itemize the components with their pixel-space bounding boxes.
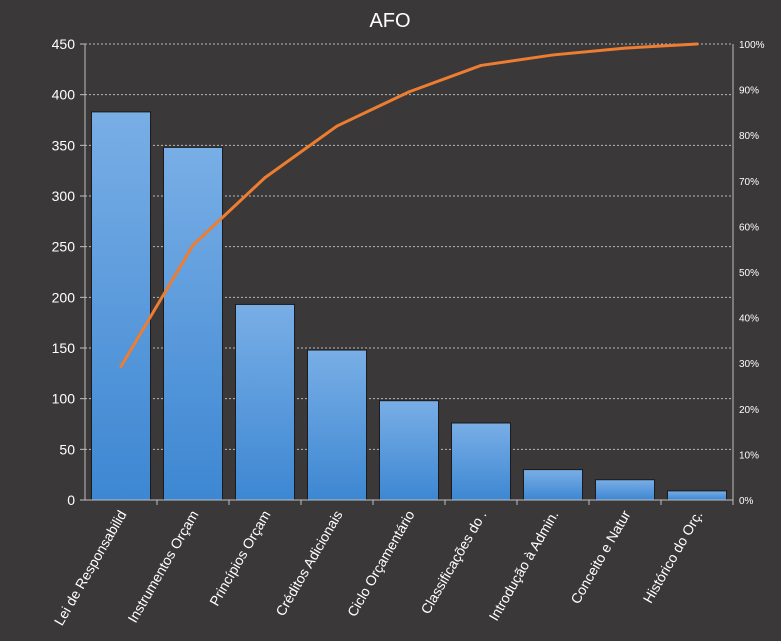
chart-title: AFO bbox=[369, 10, 410, 32]
line-point bbox=[407, 90, 411, 94]
bar bbox=[234, 303, 296, 501]
y2-tick-label: 60% bbox=[739, 222, 759, 233]
y-tick-label: 250 bbox=[52, 239, 76, 255]
bar bbox=[450, 422, 512, 501]
y-tick-label: 50 bbox=[59, 441, 75, 457]
y2-tick-label: 10% bbox=[739, 450, 759, 461]
y2-tick-label: 90% bbox=[739, 86, 759, 97]
bars bbox=[90, 111, 728, 501]
bar bbox=[666, 490, 728, 501]
y-tick-label: 100 bbox=[52, 391, 76, 407]
line-point bbox=[191, 243, 195, 247]
y-tick-label: 300 bbox=[52, 188, 76, 204]
y-tick-label: 150 bbox=[52, 340, 76, 356]
y2-tick-label: 30% bbox=[739, 359, 759, 370]
bar bbox=[162, 146, 224, 501]
y2-tick-label: 40% bbox=[739, 314, 759, 325]
line-point bbox=[551, 53, 555, 57]
line-point bbox=[263, 176, 267, 180]
line-point bbox=[479, 63, 483, 67]
y2-tick-label: 20% bbox=[739, 405, 759, 416]
y2-tick-label: 70% bbox=[739, 177, 759, 188]
bar bbox=[522, 469, 584, 501]
y-tick-label: 450 bbox=[52, 36, 76, 52]
y-tick-label: 0 bbox=[67, 492, 75, 508]
line-point bbox=[623, 46, 627, 50]
y2-tick-label: 0% bbox=[739, 496, 754, 507]
bar bbox=[378, 400, 440, 501]
line-point bbox=[335, 124, 339, 128]
y-tick-label: 350 bbox=[52, 137, 76, 153]
line-point bbox=[119, 364, 123, 368]
bar bbox=[594, 479, 656, 501]
bar bbox=[306, 349, 368, 501]
y2-tick-label: 100% bbox=[739, 40, 765, 51]
cumulative-line-layer bbox=[119, 42, 699, 368]
y2-tick-label: 50% bbox=[739, 268, 759, 279]
line-point bbox=[695, 42, 699, 46]
y-tick-label: 200 bbox=[52, 289, 76, 305]
axes bbox=[80, 43, 734, 505]
bar bbox=[90, 111, 152, 501]
y2-tick-label: 80% bbox=[739, 131, 759, 142]
y-tick-label: 400 bbox=[52, 87, 76, 103]
